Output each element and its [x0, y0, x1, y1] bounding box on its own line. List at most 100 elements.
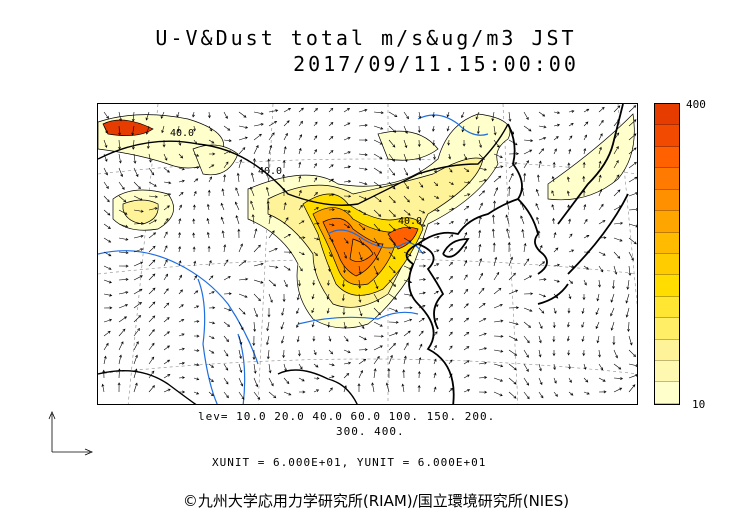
- wind-arrow: [433, 386, 437, 393]
- wind-arrow: [583, 147, 587, 155]
- wind-arrow: [627, 321, 630, 333]
- wind-arrow: [102, 369, 106, 379]
- wind-arrow: [538, 261, 546, 267]
- wind-arrow: [133, 195, 143, 201]
- wind-arrow: [598, 119, 604, 127]
- wind-arrow: [358, 237, 364, 246]
- wind-arrow: [358, 195, 368, 200]
- wind-arrow: [327, 321, 331, 328]
- wind-arrow: [148, 195, 159, 199]
- wind-arrow: [373, 307, 381, 316]
- wind-arrow: [448, 221, 454, 225]
- wind-arrow: [508, 162, 518, 169]
- wind-arrow: [223, 244, 227, 253]
- wind-arrow: [433, 235, 440, 239]
- wind-arrow: [418, 278, 427, 282]
- wind-arrow: [298, 175, 302, 183]
- wind-arrow: [283, 279, 288, 288]
- wind-arrow: [508, 377, 517, 385]
- wind-arrow: [628, 374, 637, 379]
- wind-arrow: [463, 181, 471, 184]
- wind-arrow: [403, 279, 413, 284]
- wind-arrow: [523, 111, 529, 121]
- wind-arrow: [538, 160, 542, 169]
- wind-arrow: [253, 123, 264, 127]
- wind-arrow: [313, 107, 318, 113]
- map-timestamp: 2017/09/11.15:00:00: [293, 52, 579, 76]
- wind-arrow: [103, 223, 111, 229]
- wind-arrow: [268, 132, 275, 141]
- wind-arrow: [223, 307, 232, 312]
- wind-arrow: [523, 292, 534, 296]
- wind-arrow: [567, 162, 571, 169]
- wind-arrow: [538, 363, 542, 372]
- wind-arrow: [208, 291, 215, 295]
- wind-arrow: [148, 219, 157, 225]
- wind-arrow: [358, 321, 365, 330]
- wind-arrow: [208, 349, 215, 354]
- wind-arrow: [418, 357, 422, 365]
- wind-arrow: [433, 290, 439, 295]
- wind-arrow: [238, 321, 244, 331]
- wind-arrow: [238, 307, 246, 315]
- wind-arrow: [103, 209, 111, 216]
- wind-arrow: [566, 321, 570, 328]
- wind-arrow: [552, 350, 556, 357]
- wind-arrow: [568, 377, 572, 383]
- color-scale-step: [655, 361, 679, 383]
- wind-arrow: [193, 290, 199, 295]
- wind-arrow: [103, 195, 110, 203]
- wind-arrow: [193, 391, 200, 395]
- wind-arrow: [388, 181, 396, 190]
- wind-arrow: [385, 382, 390, 393]
- wind-arrow: [234, 201, 240, 211]
- wind-arrow: [223, 335, 230, 343]
- wind-arrow: [343, 361, 352, 365]
- wind-arrow: [118, 264, 129, 268]
- wind-arrow: [221, 230, 225, 239]
- wind-arrow: [553, 111, 561, 115]
- wind-arrow: [253, 391, 261, 400]
- color-scale-step: [655, 211, 679, 233]
- wind-arrow: [223, 363, 229, 371]
- levels-line-1: lev= 10.0 20.0 40.0 60.0 100. 150. 200.: [198, 410, 496, 423]
- wind-arrow: [520, 201, 525, 211]
- wind-arrow: [418, 317, 425, 323]
- wind-arrow: [238, 147, 246, 155]
- wind-arrow: [133, 302, 143, 309]
- wind-arrow: [163, 167, 170, 173]
- wind-arrow: [208, 391, 214, 397]
- wind-arrow: [523, 258, 530, 267]
- wind-arrow: [463, 218, 468, 225]
- wind-arrow: [249, 186, 255, 197]
- wind-arrow: [268, 377, 274, 387]
- wind-arrow: [162, 139, 166, 148]
- wind-arrow: [418, 153, 422, 162]
- wind-arrow: [328, 375, 335, 379]
- wind-arrow: [538, 377, 543, 386]
- wind-arrow: [493, 377, 504, 382]
- wind-arrow: [598, 133, 603, 141]
- wind-arrow: [250, 200, 255, 211]
- wind-arrow: [193, 320, 200, 323]
- wind-arrow: [448, 289, 454, 295]
- wind-arrow: [598, 349, 601, 358]
- color-scale-step: [655, 168, 679, 190]
- wind-arrow: [282, 173, 286, 183]
- wind-arrow: [491, 111, 495, 122]
- wind-arrow: [179, 390, 186, 394]
- wind-arrow: [296, 293, 300, 301]
- wind-arrow: [388, 167, 396, 176]
- wind-arrow: [193, 275, 197, 281]
- wind-arrow: [298, 251, 305, 255]
- wind-arrow: [298, 120, 303, 127]
- wind-arrow: [178, 179, 185, 183]
- wind-arrow: [478, 318, 487, 323]
- wind-arrow: [341, 293, 345, 302]
- wind-arrow: [612, 335, 616, 346]
- wind-arrow: [250, 172, 255, 183]
- wind-arrow: [178, 260, 182, 267]
- wind-arrow: [118, 153, 122, 164]
- wind-arrow: [463, 245, 467, 253]
- wind-arrow: [598, 160, 602, 169]
